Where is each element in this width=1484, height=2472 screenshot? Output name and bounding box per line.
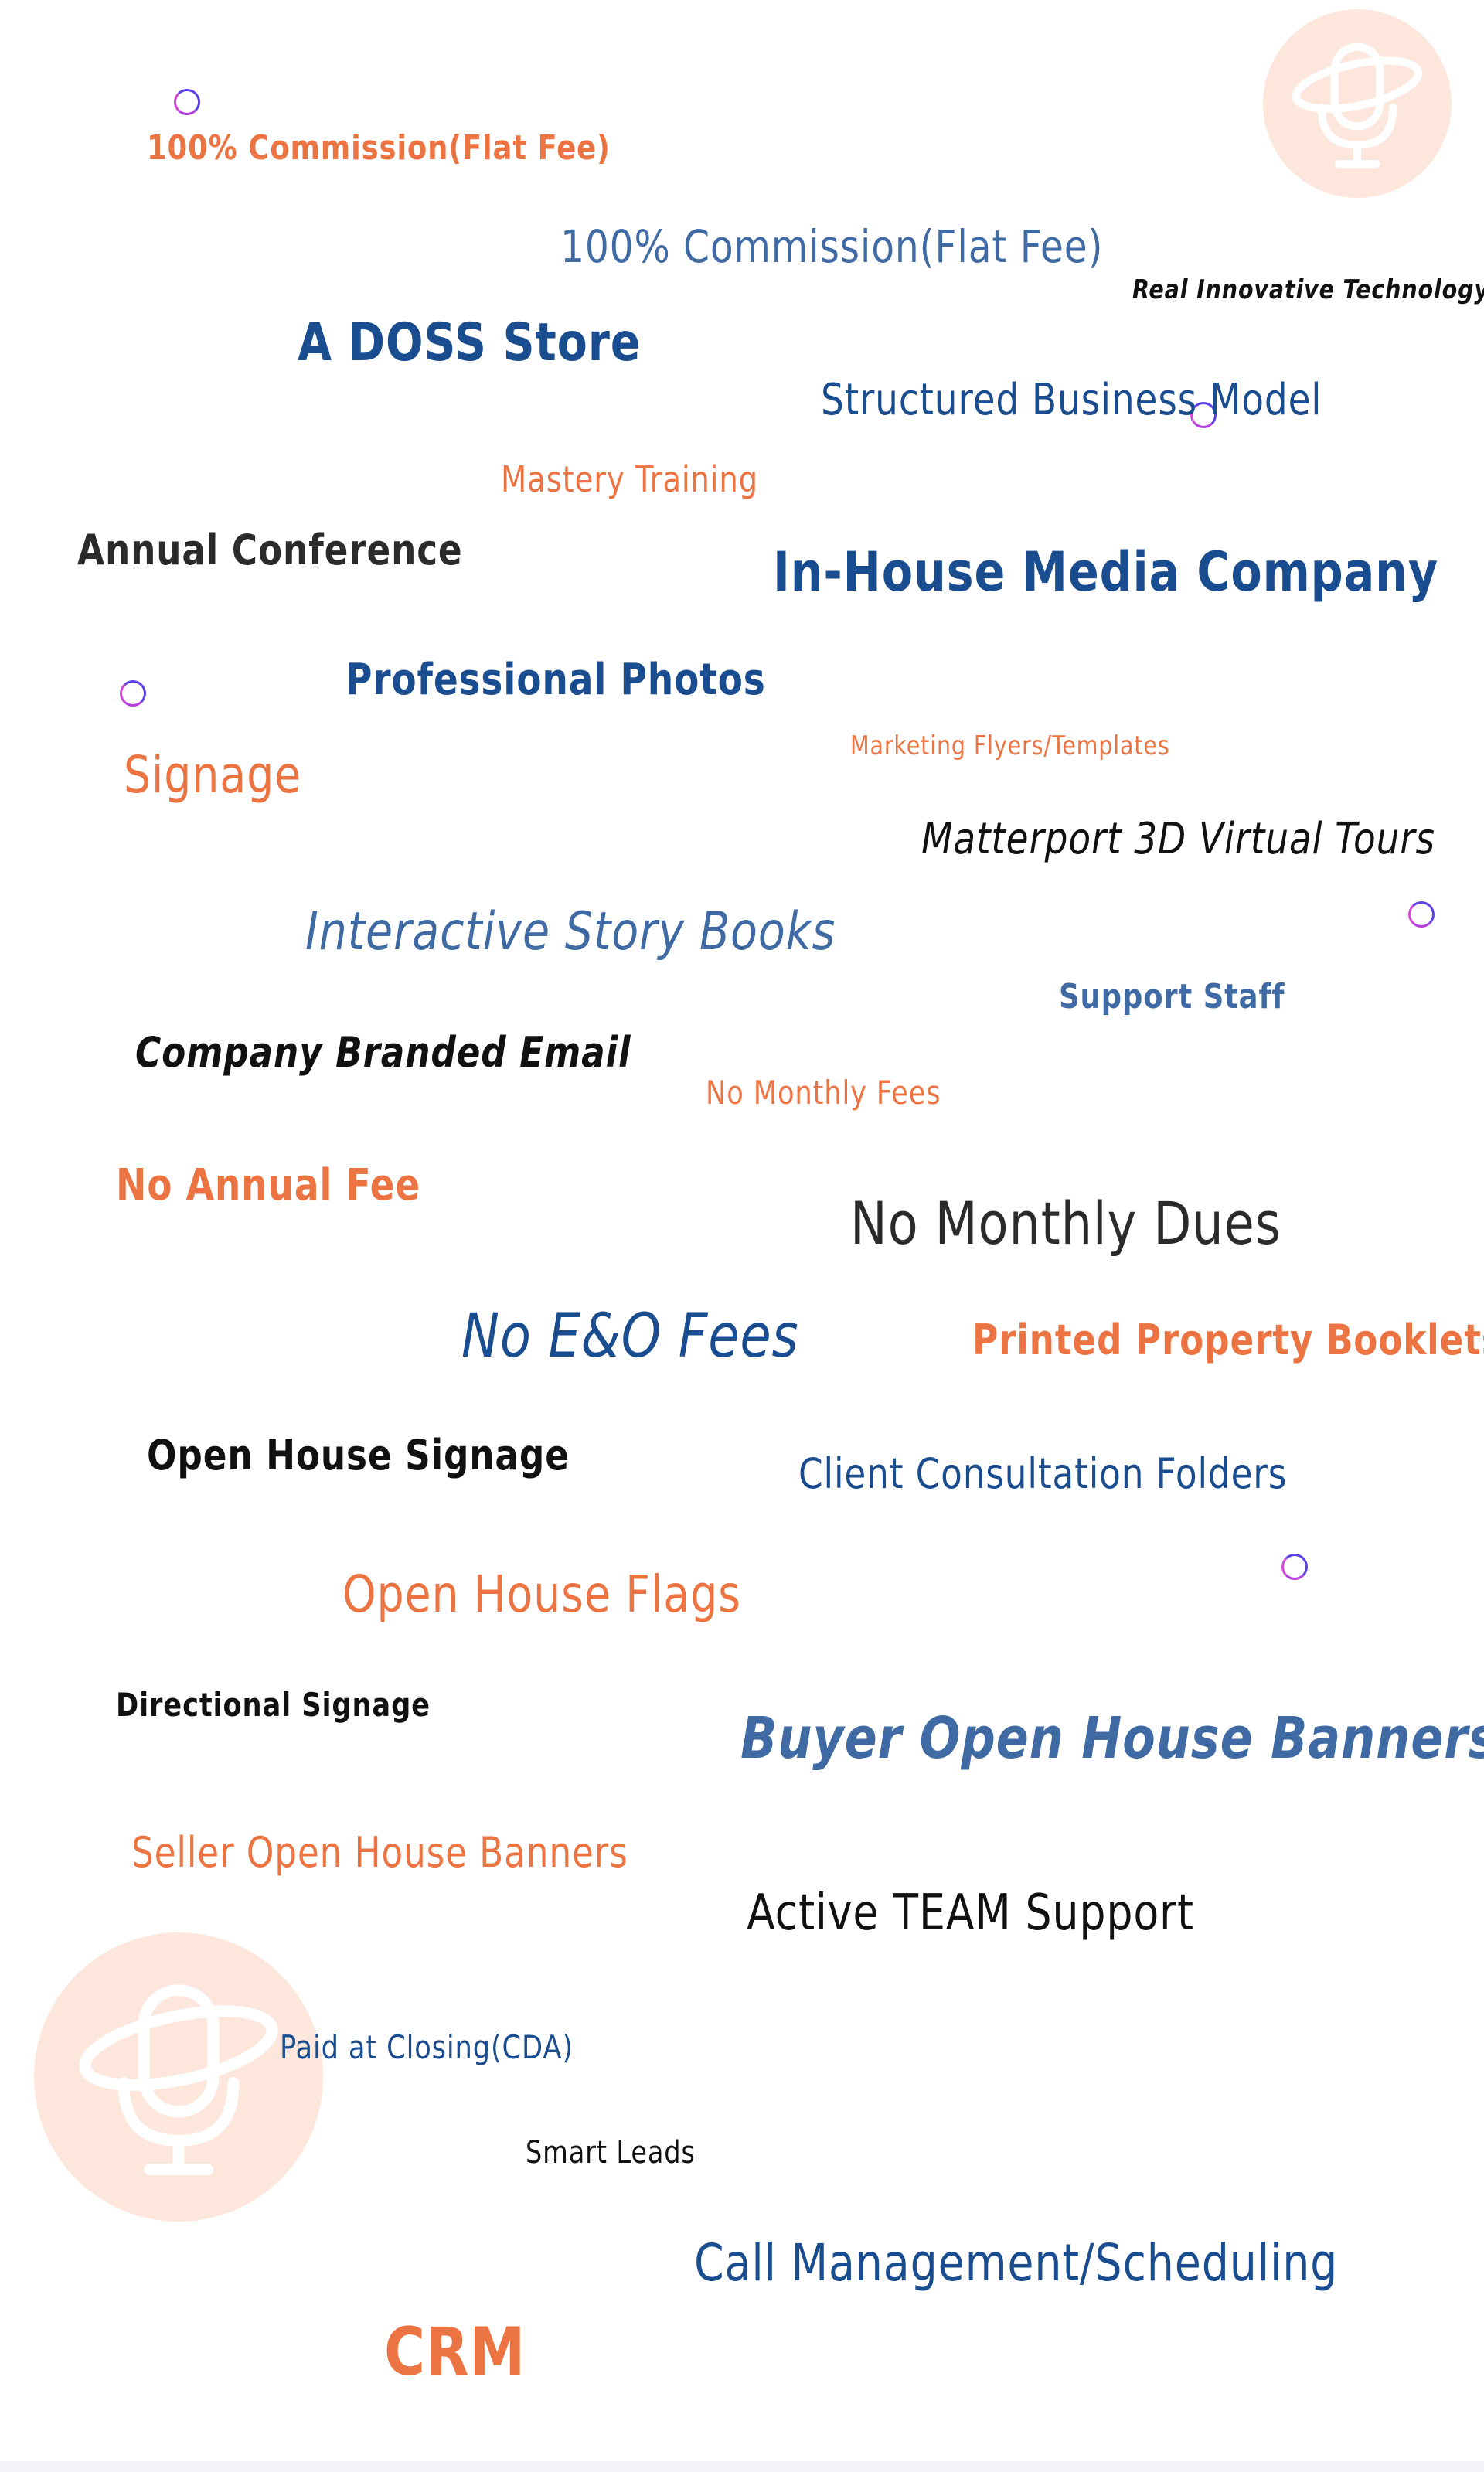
term-crm: CRM (384, 2314, 526, 2391)
term-printed-property-booklets: Printed Property Booklets (972, 1316, 1484, 1364)
term-structured-business-model: Structured Business Model (821, 375, 1322, 425)
term-annual-conference: Annual Conference (77, 526, 463, 574)
term-in-house-media-company: In-House Media Company (773, 540, 1439, 604)
term-no-annual-fee: No Annual Fee (116, 1160, 421, 1210)
term-open-house-flags: Open House Flags (342, 1565, 741, 1624)
term-seller-open-house-banners: Seller Open House Banners (131, 1828, 628, 1877)
term-no-monthly-dues: No Monthly Dues (850, 1189, 1281, 1258)
term-commission-large: 100% Commission(Flat Fee) (560, 220, 1104, 273)
term-directional-signage: Directional Signage (116, 1686, 431, 1724)
term-doss-store: A DOSS Store (298, 312, 642, 373)
term-company-branded-email: Company Branded Email (135, 1028, 631, 1077)
term-professional-photos: Professional Photos (345, 655, 766, 705)
term-active-team-support: Active TEAM Support (747, 1885, 1194, 1942)
brand-logo-bottom (34, 1932, 323, 2222)
ring-dot-icon (174, 89, 200, 115)
term-no-eo-fees: No E&O Fees (461, 1302, 799, 1371)
brand-logo-top (1263, 9, 1452, 198)
ring-dot-icon (1190, 402, 1217, 428)
term-buyer-open-house-banners: Buyer Open House Banners (740, 1705, 1484, 1772)
term-client-consultation-folders: Client Consultation Folders (798, 1449, 1288, 1498)
term-open-house-signage: Open House Signage (147, 1431, 570, 1479)
term-real-innovative-technology: Real Innovative Technology (1132, 274, 1484, 305)
term-paid-at-closing: Paid at Closing(CDA) (280, 2028, 574, 2066)
term-marketing-flyers: Marketing Flyers/Templates (850, 730, 1170, 761)
ring-dot-icon (1281, 1554, 1308, 1580)
term-interactive-story-books: Interactive Story Books (305, 901, 836, 962)
microphone-orbit-icon (1292, 43, 1423, 169)
microphone-orbit-icon (79, 1984, 278, 2176)
footer-band (0, 2461, 1484, 2472)
term-signage: Signage (124, 745, 302, 805)
term-call-management-scheduling: Call Management/Scheduling (694, 2233, 1339, 2293)
ring-dot-icon (1408, 901, 1435, 928)
term-smart-leads: Smart Leads (526, 2135, 696, 2171)
term-matterport-tours: Matterport 3D Virtual Tours (921, 814, 1435, 864)
term-support-staff: Support Staff (1059, 977, 1285, 1016)
term-no-monthly-fees: No Monthly Fees (706, 1074, 941, 1112)
ring-dot-icon (120, 680, 146, 707)
term-commission-small: 100% Commission(Flat Fee) (147, 128, 611, 168)
term-mastery-training: Mastery Training (501, 458, 759, 500)
